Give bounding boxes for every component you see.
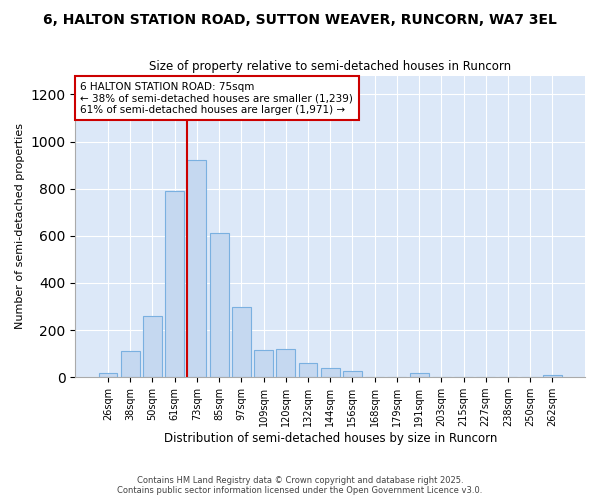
Bar (543, 376, 562, 377)
Bar (187, 160, 206, 377)
Text: 6, HALTON STATION ROAD, SUTTON WEAVER, RUNCORN, WA7 3EL: 6, HALTON STATION ROAD, SUTTON WEAVER, R… (43, 12, 557, 26)
Bar (254, 350, 273, 377)
Bar (232, 306, 251, 377)
Text: Contains HM Land Registry data © Crown copyright and database right 2025.
Contai: Contains HM Land Registry data © Crown c… (118, 476, 482, 495)
Bar (165, 191, 184, 377)
Bar (299, 363, 317, 377)
Bar (410, 372, 428, 377)
Y-axis label: Number of semi-detached properties: Number of semi-detached properties (15, 124, 25, 330)
Bar (121, 352, 140, 377)
Bar (209, 234, 229, 377)
Bar (98, 372, 118, 377)
Text: 6 HALTON STATION ROAD: 75sqm
← 38% of semi-detached houses are smaller (1,239)
6: 6 HALTON STATION ROAD: 75sqm ← 38% of se… (80, 82, 353, 115)
Bar (143, 316, 162, 377)
Bar (277, 349, 295, 377)
Bar (343, 370, 362, 377)
Title: Size of property relative to semi-detached houses in Runcorn: Size of property relative to semi-detach… (149, 60, 511, 73)
Bar (321, 368, 340, 377)
X-axis label: Distribution of semi-detached houses by size in Runcorn: Distribution of semi-detached houses by … (164, 432, 497, 445)
